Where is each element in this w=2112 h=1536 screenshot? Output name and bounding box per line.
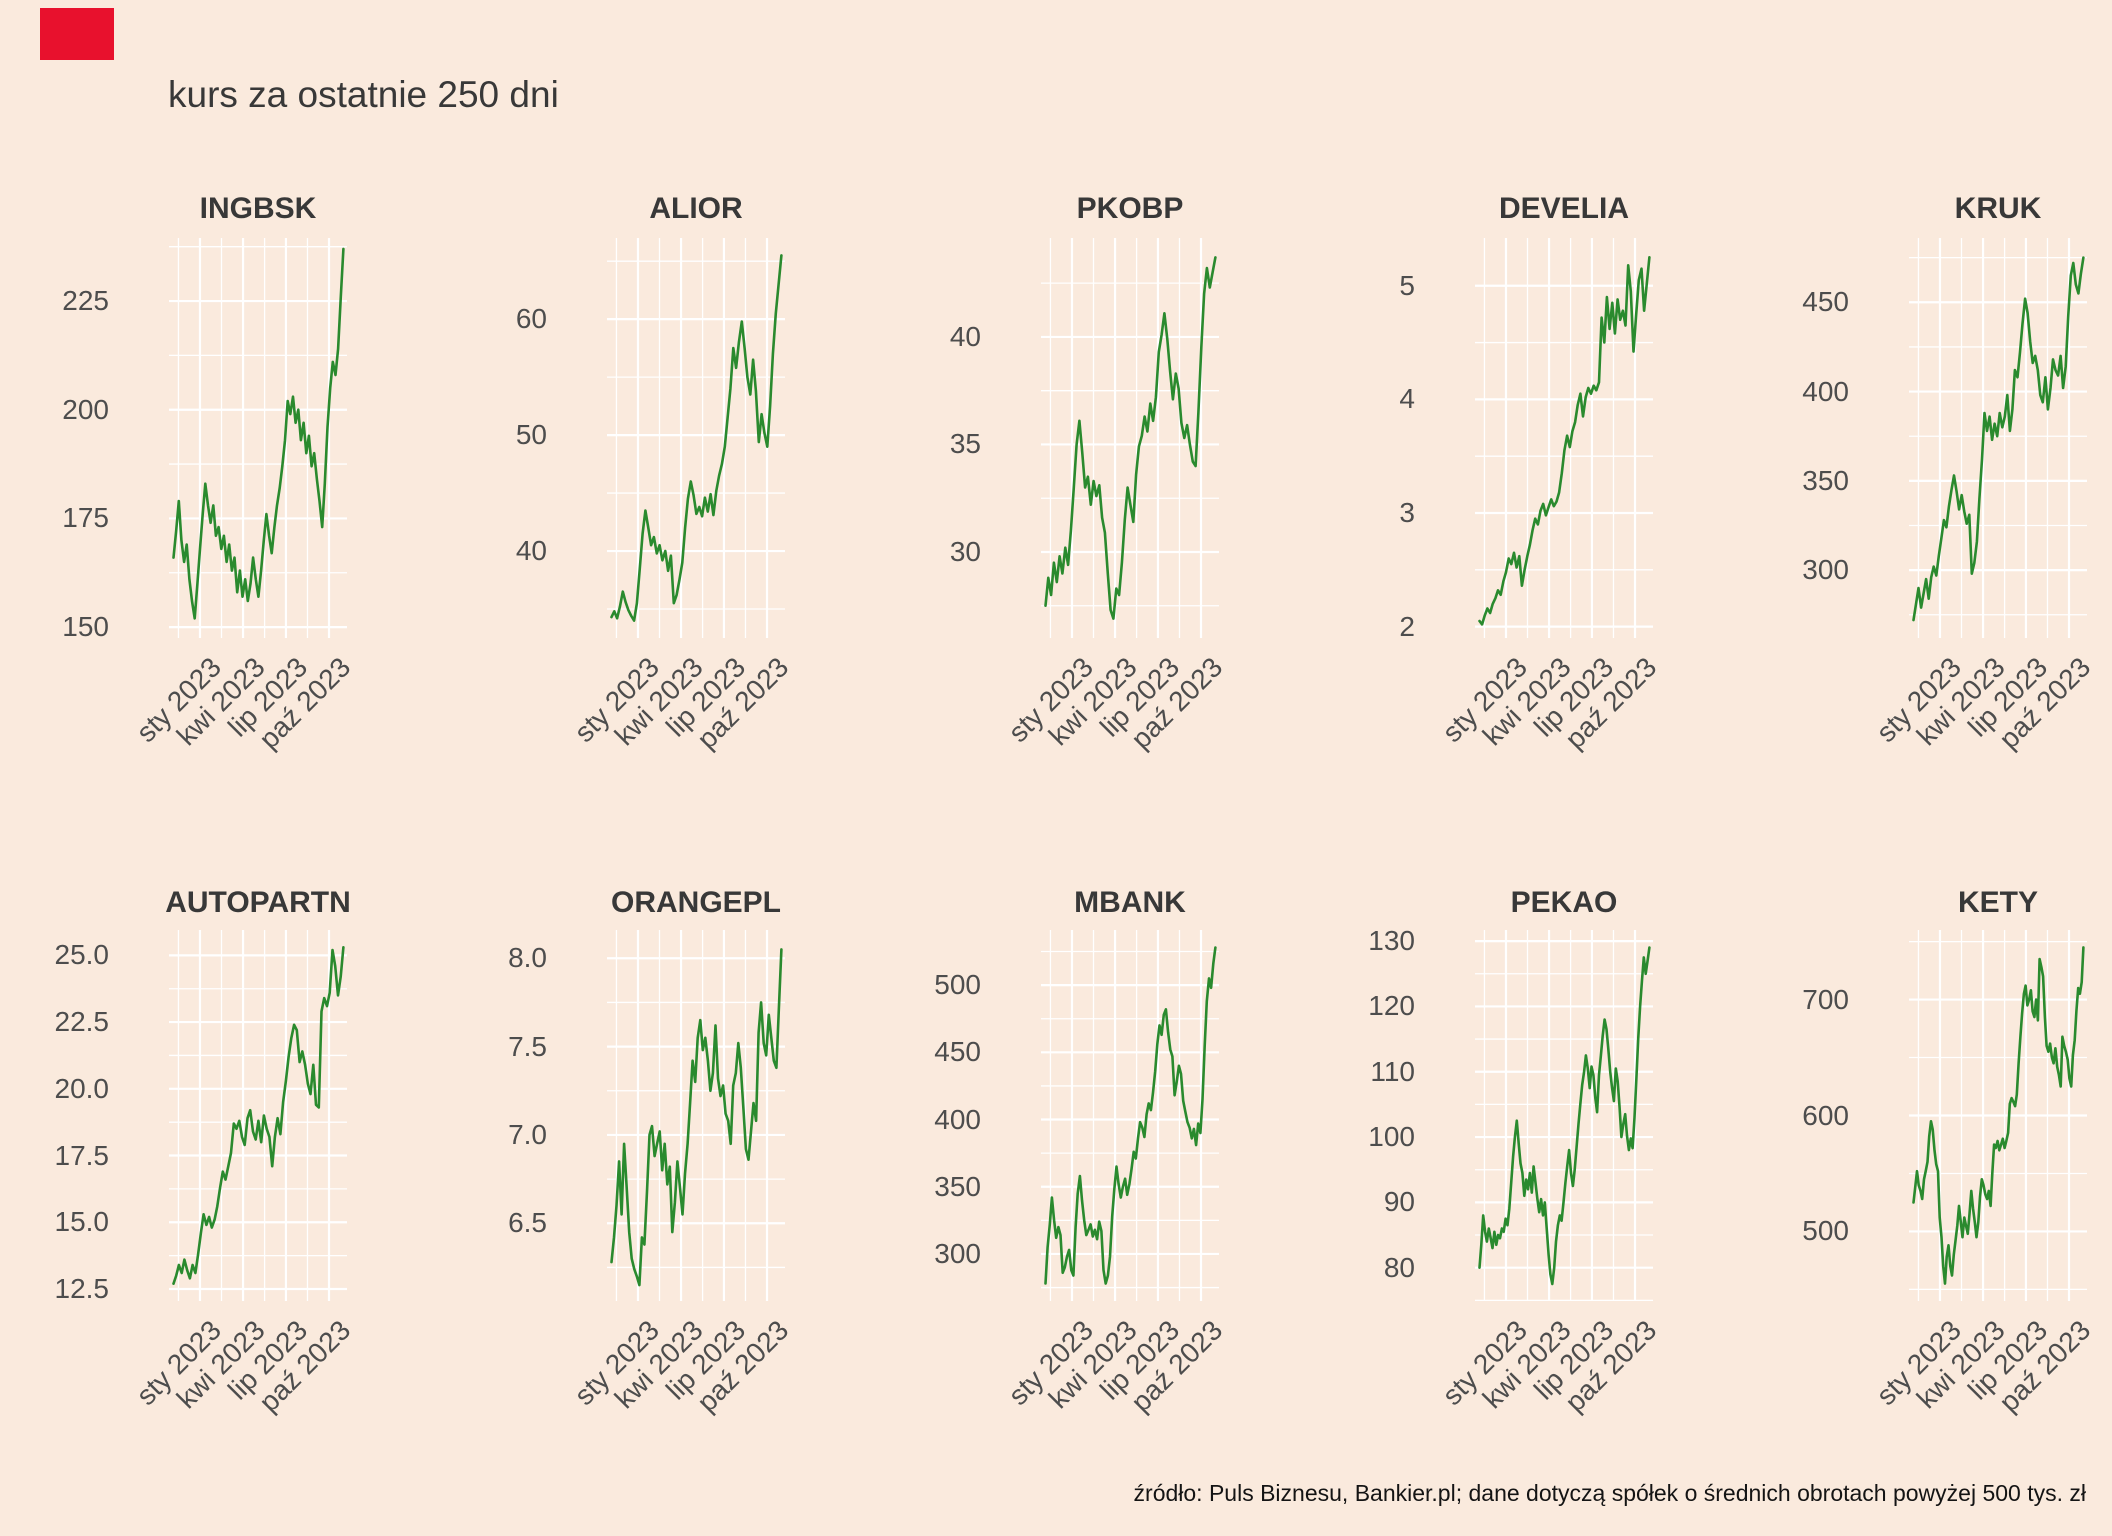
y-tick-label: 7.5 [508, 1030, 547, 1062]
panel-title: KRUK [1954, 192, 2042, 225]
y-tick-label: 350 [934, 1170, 981, 1202]
y-tick-label: 40 [515, 535, 547, 567]
y-tick-label: 25.0 [54, 939, 110, 971]
y-tick-label: 90 [1383, 1186, 1415, 1218]
price-line [172, 247, 345, 620]
y-tick-label: 400 [934, 1103, 981, 1135]
panel-MBANK: MBANK 300 350 400 450 500 sty 2023 kwi 2023 lip … [851, 886, 1289, 1461]
price-line [1478, 946, 1651, 1286]
price-line-chart [1909, 238, 2087, 638]
price-line-chart [169, 238, 347, 638]
panel-title: AUTOPARTN [165, 886, 351, 919]
y-tick-label: 3 [1399, 497, 1415, 528]
panel-ORANGEPL: ORANGEPL 6.5 7.0 7.5 8.0 sty 2023 kwi 2023 lip … [417, 886, 855, 1461]
panel-PKOBP: PKOBP 30 35 40 sty 2023 kwi 2023 lip 2023 paź 2… [851, 192, 1289, 798]
y-tick-label: 110 [1370, 1055, 1415, 1087]
y-tick-label: 600 [1802, 1099, 1849, 1131]
price-line [172, 946, 345, 1285]
y-tick-label: 30 [949, 535, 981, 567]
y-tick-label: 400 [1802, 375, 1849, 407]
panel-title: KETY [1957, 886, 2038, 919]
y-tick-label: 350 [1802, 464, 1849, 496]
y-tick-label: 22.5 [54, 1006, 110, 1038]
y-tick-label: 20.0 [54, 1072, 110, 1104]
panel-title: ORANGEPL [610, 886, 781, 919]
panel-KRUK: KRUK 300 350 400 450 sty 2023 kwi 2023 lip 2023… [1719, 192, 2112, 798]
panel-title: PEKAO [1510, 886, 1618, 919]
panel-title: PKOBP [1076, 192, 1184, 225]
y-tick-label: 500 [934, 969, 981, 1001]
y-tick-label: 500 [1802, 1215, 1849, 1247]
y-tick-label: 50 [515, 419, 547, 451]
y-tick-label: 150 [62, 611, 109, 643]
y-tick-label: 2 [1399, 610, 1415, 642]
panel-INGBSK: INGBSK 150 175 200 225 sty 2023 kwi 2023 lip 20… [0, 192, 417, 798]
price-line-chart [607, 930, 785, 1301]
price-line [1044, 256, 1217, 620]
source-note: źródło: Puls Biznesu, Bankier.pl; dane d… [1133, 1480, 2086, 1506]
panel-DEVELIA: DEVELIA 2 3 4 5 sty 2023 kwi 2023 lip 2023 paź 2… [1285, 192, 1723, 798]
y-tick-label: 5 [1399, 269, 1415, 301]
y-tick-label: 7.0 [508, 1118, 547, 1150]
y-tick-label: 120 [1368, 990, 1415, 1022]
panel-title: MBANK [1074, 886, 1186, 919]
price-line [1044, 946, 1217, 1285]
price-line-chart [1909, 930, 2087, 1301]
y-tick-label: 175 [62, 502, 109, 534]
panel-title: DEVELIA [1498, 192, 1630, 225]
y-tick-label: 300 [1802, 554, 1849, 586]
price-line-chart [1041, 930, 1219, 1301]
y-tick-label: 130 [1368, 925, 1415, 957]
panel-title: ALIOR [649, 192, 743, 225]
y-tick-label: 300 [934, 1237, 981, 1269]
y-tick-label: 6.5 [508, 1207, 547, 1239]
y-tick-label: 60 [515, 303, 547, 335]
y-tick-label: 225 [62, 285, 109, 317]
y-tick-label: 700 [1802, 983, 1849, 1015]
panel-KETY: KETY 500 600 700 sty 2023 kwi 2023 lip 2023 paź… [1719, 886, 2112, 1461]
y-tick-label: 450 [934, 1036, 981, 1068]
price-line-chart [607, 238, 785, 638]
price-line [610, 254, 783, 622]
y-tick-label: 8.0 [508, 942, 547, 974]
price-line [610, 948, 783, 1287]
price-line [1912, 256, 2085, 622]
panel-PEKAO: PEKAO 80 90 100 110 120 130 sty 2023 kwi 2023 lip… [1285, 886, 1723, 1461]
panel-title: INGBSK [199, 192, 317, 225]
y-tick-label: 80 [1383, 1251, 1415, 1283]
y-tick-label: 35 [949, 428, 981, 460]
price-line [1912, 946, 2085, 1285]
price-line-chart [1475, 238, 1653, 638]
price-line-chart [1041, 238, 1219, 638]
price-line [1478, 256, 1651, 626]
panel-AUTOPARTN: AUTOPARTN 12.5 15.0 17.5 20.0 22.5 25.0 sty 202… [0, 886, 417, 1461]
y-tick-label: 200 [62, 393, 109, 425]
y-tick-label: 100 [1368, 1121, 1415, 1153]
red-marker [40, 8, 114, 60]
y-tick-label: 450 [1802, 286, 1849, 318]
y-tick-label: 40 [949, 320, 981, 352]
price-line-chart [1475, 930, 1653, 1301]
page-title: kurs za ostatnie 250 dni [168, 74, 559, 115]
y-tick-label: 17.5 [54, 1139, 110, 1171]
y-tick-label: 4 [1399, 383, 1415, 415]
y-tick-label: 15.0 [54, 1206, 110, 1238]
y-tick-label: 12.5 [54, 1272, 110, 1304]
panel-ALIOR: ALIOR 40 50 60 sty 2023 kwi 2023 lip 2023 paź 2… [417, 192, 855, 798]
price-line-chart [169, 930, 347, 1301]
